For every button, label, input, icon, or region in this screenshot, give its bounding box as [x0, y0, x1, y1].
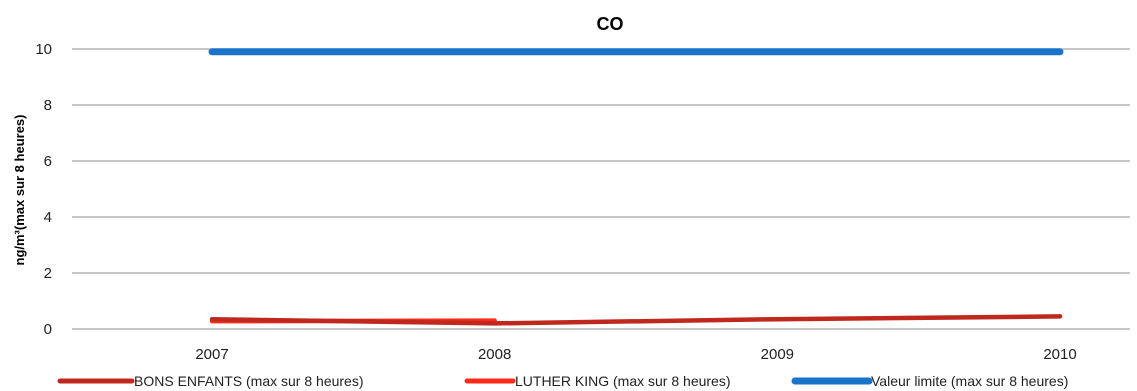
- y-tick-label: 0: [44, 321, 52, 338]
- x-tick-label: 2009: [761, 346, 794, 363]
- x-tick-label: 2010: [1043, 346, 1076, 363]
- x-tick-label: 2008: [478, 346, 511, 363]
- x-tick-label: 2007: [195, 346, 228, 363]
- series-line-1: [209, 314, 1063, 326]
- y-tick-label: 6: [44, 153, 52, 170]
- y-tick-label: 4: [44, 209, 52, 226]
- legend-label-1: BONS ENFANTS (max sur 8 heures): [134, 373, 364, 389]
- legend-label-2: LUTHER KING (max sur 8 heures): [515, 373, 731, 389]
- legend: BONS ENFANTS (max sur 8 heures) LUTHER KI…: [57, 373, 1068, 389]
- x-tick-labels: 2007 2008 2009 2010: [195, 346, 1076, 363]
- series-lines: [208, 48, 1064, 326]
- legend-label-3: Valeur limite (max sur 8 heures): [871, 373, 1068, 389]
- y-tick-label: 10: [35, 41, 52, 58]
- y-tick-label: 8: [44, 97, 52, 114]
- y-tick-label: 2: [44, 265, 52, 282]
- chart-title: CO: [597, 14, 624, 34]
- y-axis-label: ng/m³(max sur 8 heures): [12, 115, 27, 266]
- gridlines: [72, 48, 1130, 330]
- y-tick-labels: 0 2 4 6 8 10: [35, 41, 52, 338]
